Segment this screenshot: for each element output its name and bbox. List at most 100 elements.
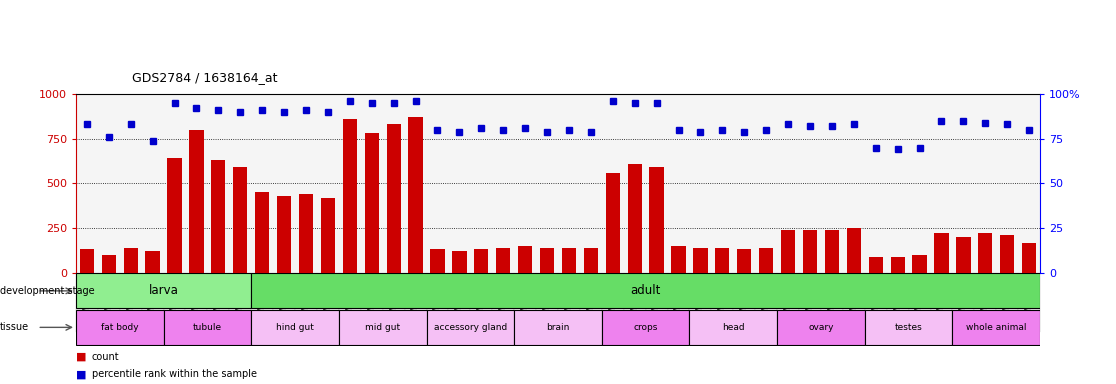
Bar bbox=[759, 248, 773, 273]
FancyBboxPatch shape bbox=[251, 310, 339, 345]
Text: crops: crops bbox=[634, 323, 657, 332]
Text: ■: ■ bbox=[76, 352, 86, 362]
FancyBboxPatch shape bbox=[142, 273, 164, 332]
FancyBboxPatch shape bbox=[251, 273, 273, 332]
Bar bbox=[211, 160, 225, 273]
Bar bbox=[847, 228, 860, 273]
Text: head: head bbox=[722, 323, 744, 332]
FancyBboxPatch shape bbox=[492, 273, 514, 332]
Bar bbox=[431, 250, 444, 273]
Bar bbox=[1000, 235, 1014, 273]
FancyBboxPatch shape bbox=[229, 273, 251, 332]
FancyBboxPatch shape bbox=[843, 273, 865, 332]
FancyBboxPatch shape bbox=[887, 273, 908, 332]
Bar bbox=[190, 130, 203, 273]
Text: larva: larva bbox=[148, 285, 179, 297]
FancyBboxPatch shape bbox=[426, 273, 449, 332]
Bar bbox=[167, 158, 182, 273]
FancyBboxPatch shape bbox=[164, 273, 185, 332]
FancyBboxPatch shape bbox=[208, 273, 229, 332]
FancyBboxPatch shape bbox=[536, 273, 558, 332]
Bar bbox=[233, 167, 248, 273]
FancyBboxPatch shape bbox=[997, 273, 1018, 332]
FancyBboxPatch shape bbox=[273, 273, 295, 332]
Bar bbox=[497, 248, 510, 273]
Bar bbox=[584, 248, 598, 273]
FancyBboxPatch shape bbox=[470, 273, 492, 332]
FancyBboxPatch shape bbox=[602, 310, 690, 345]
FancyBboxPatch shape bbox=[558, 273, 580, 332]
Bar bbox=[256, 192, 269, 273]
FancyBboxPatch shape bbox=[514, 310, 602, 345]
Text: ovary: ovary bbox=[808, 323, 834, 332]
Bar bbox=[738, 250, 751, 273]
Bar bbox=[102, 255, 116, 273]
FancyBboxPatch shape bbox=[756, 273, 777, 332]
Text: percentile rank within the sample: percentile rank within the sample bbox=[92, 369, 257, 379]
FancyBboxPatch shape bbox=[821, 273, 843, 332]
Bar bbox=[145, 251, 160, 273]
FancyBboxPatch shape bbox=[667, 273, 690, 332]
Text: accessory gland: accessory gland bbox=[434, 323, 507, 332]
Bar bbox=[365, 133, 378, 273]
Text: count: count bbox=[92, 352, 119, 362]
Bar bbox=[474, 250, 489, 273]
Bar bbox=[79, 250, 94, 273]
Bar bbox=[452, 251, 466, 273]
Bar bbox=[868, 257, 883, 273]
Text: whole animal: whole animal bbox=[966, 323, 1027, 332]
FancyBboxPatch shape bbox=[426, 310, 514, 345]
FancyBboxPatch shape bbox=[952, 310, 1040, 345]
FancyBboxPatch shape bbox=[865, 273, 887, 332]
FancyBboxPatch shape bbox=[777, 273, 799, 332]
FancyBboxPatch shape bbox=[931, 273, 952, 332]
FancyBboxPatch shape bbox=[164, 310, 251, 345]
Bar bbox=[934, 233, 949, 273]
Bar bbox=[561, 248, 576, 273]
FancyBboxPatch shape bbox=[185, 273, 208, 332]
Bar bbox=[320, 198, 335, 273]
Bar bbox=[672, 246, 685, 273]
FancyBboxPatch shape bbox=[865, 310, 952, 345]
Text: fat body: fat body bbox=[100, 323, 138, 332]
FancyBboxPatch shape bbox=[360, 273, 383, 332]
Bar bbox=[606, 173, 619, 273]
FancyBboxPatch shape bbox=[514, 273, 536, 332]
FancyBboxPatch shape bbox=[449, 273, 470, 332]
FancyBboxPatch shape bbox=[646, 273, 667, 332]
FancyBboxPatch shape bbox=[602, 273, 624, 332]
FancyBboxPatch shape bbox=[952, 273, 974, 332]
FancyBboxPatch shape bbox=[974, 273, 997, 332]
FancyBboxPatch shape bbox=[339, 273, 360, 332]
Bar bbox=[1022, 243, 1037, 273]
Bar bbox=[299, 194, 314, 273]
FancyBboxPatch shape bbox=[690, 310, 777, 345]
Bar bbox=[693, 248, 708, 273]
FancyBboxPatch shape bbox=[98, 273, 119, 332]
Text: adult: adult bbox=[631, 285, 661, 297]
FancyBboxPatch shape bbox=[405, 273, 426, 332]
Text: ■: ■ bbox=[76, 369, 86, 379]
Text: tubule: tubule bbox=[193, 323, 222, 332]
Bar bbox=[781, 230, 796, 273]
Bar bbox=[343, 119, 357, 273]
Bar bbox=[802, 230, 817, 273]
FancyBboxPatch shape bbox=[777, 310, 865, 345]
Text: mid gut: mid gut bbox=[365, 323, 401, 332]
Bar bbox=[627, 164, 642, 273]
Text: testes: testes bbox=[895, 323, 923, 332]
Bar bbox=[979, 233, 992, 273]
FancyBboxPatch shape bbox=[624, 273, 646, 332]
Bar bbox=[956, 237, 971, 273]
Bar bbox=[825, 230, 839, 273]
Bar bbox=[715, 248, 730, 273]
Bar bbox=[650, 167, 664, 273]
Text: GDS2784 / 1638164_at: GDS2784 / 1638164_at bbox=[132, 71, 277, 84]
FancyBboxPatch shape bbox=[733, 273, 756, 332]
Bar bbox=[408, 117, 423, 273]
Bar bbox=[891, 257, 905, 273]
FancyBboxPatch shape bbox=[580, 273, 602, 332]
Bar bbox=[277, 196, 291, 273]
FancyBboxPatch shape bbox=[119, 273, 142, 332]
FancyBboxPatch shape bbox=[690, 273, 711, 332]
